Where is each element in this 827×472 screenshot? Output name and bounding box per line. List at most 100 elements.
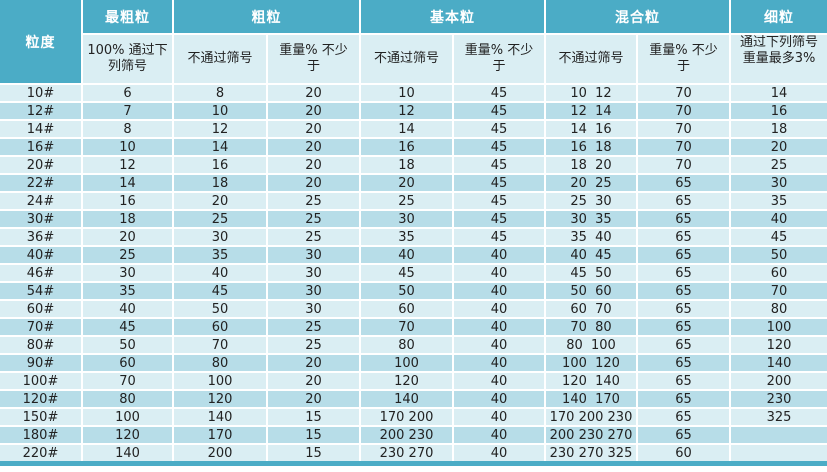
data-cell: 20	[266, 101, 361, 121]
data-cell: 100	[359, 353, 454, 373]
data-cell: 60	[172, 317, 268, 337]
data-cell: 25	[266, 209, 361, 229]
data-cell: 25	[266, 335, 361, 355]
row-label: 46#	[0, 263, 83, 283]
data-cell: 120	[172, 389, 268, 409]
data-cell: 100	[729, 317, 827, 337]
subheader-basic-weight-min: 重量% 不少于	[452, 33, 546, 85]
table-row: 36# 20 30 25 35 45 35 40 65 45	[0, 227, 827, 247]
row-label: 30#	[0, 209, 83, 229]
data-cell: 45	[452, 191, 546, 211]
subheader-mixed-weight-min: 重量% 不少于	[636, 33, 731, 85]
data-cell: 12	[172, 119, 268, 139]
table-row: 150# 100 140 15 170 200 40 170 200 230 65 325	[0, 407, 827, 427]
table-row: 120# 80 120 20 140 40 140 170 65 230	[0, 389, 827, 409]
data-cell: 65	[636, 191, 731, 211]
table-row: 60# 40 50 30 60 40 60 70 65 80	[0, 299, 827, 319]
data-cell: 25	[266, 227, 361, 247]
data-cell: 65	[636, 173, 731, 193]
data-cell: 25	[266, 191, 361, 211]
data-cell: 120	[81, 425, 174, 445]
row-label: 60#	[0, 299, 83, 319]
row-label: 80#	[0, 335, 83, 355]
data-cell: 45 50	[544, 263, 638, 283]
row-label: 24#	[0, 191, 83, 211]
row-label: 100#	[0, 371, 83, 391]
data-cell: 20	[266, 155, 361, 175]
data-cell: 45	[452, 227, 546, 247]
header-group-row: 粒度 最粗粒 粗粒 基本粒 混合粒 细粒	[0, 0, 827, 85]
data-cell: 45	[452, 119, 546, 139]
data-cell: 140 170	[544, 389, 638, 409]
data-cell: 65	[636, 227, 731, 247]
data-cell: 10	[359, 83, 454, 103]
row-label: 20#	[0, 155, 83, 175]
data-cell: 65	[636, 263, 731, 283]
data-cell: 10 12	[544, 83, 638, 103]
data-cell: 50	[729, 245, 827, 265]
data-cell: 65	[636, 407, 731, 427]
data-cell: 25	[266, 317, 361, 337]
row-label: 150#	[0, 407, 83, 427]
table-row: 54# 35 45 30 50 40 50 60 65 70	[0, 281, 827, 301]
row-label: 220#	[0, 443, 83, 462]
data-cell: 45	[729, 227, 827, 247]
table-row: 70# 45 60 25 70 40 70 80 65 100	[0, 317, 827, 337]
data-cell: 45	[81, 317, 174, 337]
data-cell: 20	[266, 389, 361, 409]
data-cell: 40	[452, 371, 546, 391]
data-cell: 200	[172, 443, 268, 462]
data-cell: 45	[452, 209, 546, 229]
data-cell: 40	[81, 299, 174, 319]
subheader-basic-not-pass-sieve: 不通过筛号	[359, 33, 454, 85]
table-row: 180# 120 170 15 200 230 40 200 230 270 65	[0, 425, 827, 445]
data-cell: 170 200 230	[544, 407, 638, 427]
data-cell: 40	[729, 209, 827, 229]
row-label: 120#	[0, 389, 83, 409]
data-cell: 35	[729, 191, 827, 211]
data-cell: 65	[636, 317, 731, 337]
row-label: 36#	[0, 227, 83, 247]
data-cell: 65	[636, 245, 731, 265]
data-cell: 20	[172, 191, 268, 211]
data-cell: 80 100	[544, 335, 638, 355]
data-cell: 120	[359, 371, 454, 391]
data-cell: 80	[81, 389, 174, 409]
data-cell: 20	[729, 137, 827, 157]
data-cell: 30	[266, 263, 361, 283]
data-cell: 65	[636, 389, 731, 409]
data-cell: 15	[266, 407, 361, 427]
data-cell: 14 16	[544, 119, 638, 139]
table-row: 100# 70 100 20 120 40 120 140 65 200	[0, 371, 827, 391]
table-row: 220# 140 200 15 230 270 40 230 270 325 60	[0, 443, 827, 462]
table-row: 22# 14 18 20 20 45 20 25 65 30	[0, 173, 827, 193]
data-cell: 70	[359, 317, 454, 337]
data-cell: 40	[452, 263, 546, 283]
header-cell-fine-grain: 细粒	[729, 0, 827, 35]
row-label: 40#	[0, 245, 83, 265]
data-cell: 35	[81, 281, 174, 301]
data-cell: 30	[729, 173, 827, 193]
row-label: 14#	[0, 119, 83, 139]
subheader-100pct-pass-sieve: 100% 通过下列筛号	[81, 33, 174, 85]
data-cell: 20	[81, 227, 174, 247]
data-cell: 18	[172, 173, 268, 193]
data-cell: 30	[359, 209, 454, 229]
header-cell-coarsest-grain: 最粗粒	[81, 0, 174, 35]
data-cell: 25	[81, 245, 174, 265]
data-cell: 30	[266, 299, 361, 319]
data-cell: 20	[266, 119, 361, 139]
data-cell: 65	[636, 335, 731, 355]
data-cell: 20	[266, 83, 361, 103]
data-cell: 170	[172, 425, 268, 445]
data-cell: 80	[359, 335, 454, 355]
data-cell: 30	[266, 245, 361, 265]
data-cell: 10	[172, 101, 268, 121]
subheader-mixed-not-pass-sieve: 不通过筛号	[544, 33, 638, 85]
data-cell: 140	[729, 353, 827, 373]
data-cell: 70	[172, 335, 268, 355]
data-cell: 35 40	[544, 227, 638, 247]
table-row: 14# 8 12 20 14 45 14 16 70 18	[0, 119, 827, 139]
table-row: 16# 10 14 20 16 45 16 18 70 20	[0, 137, 827, 157]
